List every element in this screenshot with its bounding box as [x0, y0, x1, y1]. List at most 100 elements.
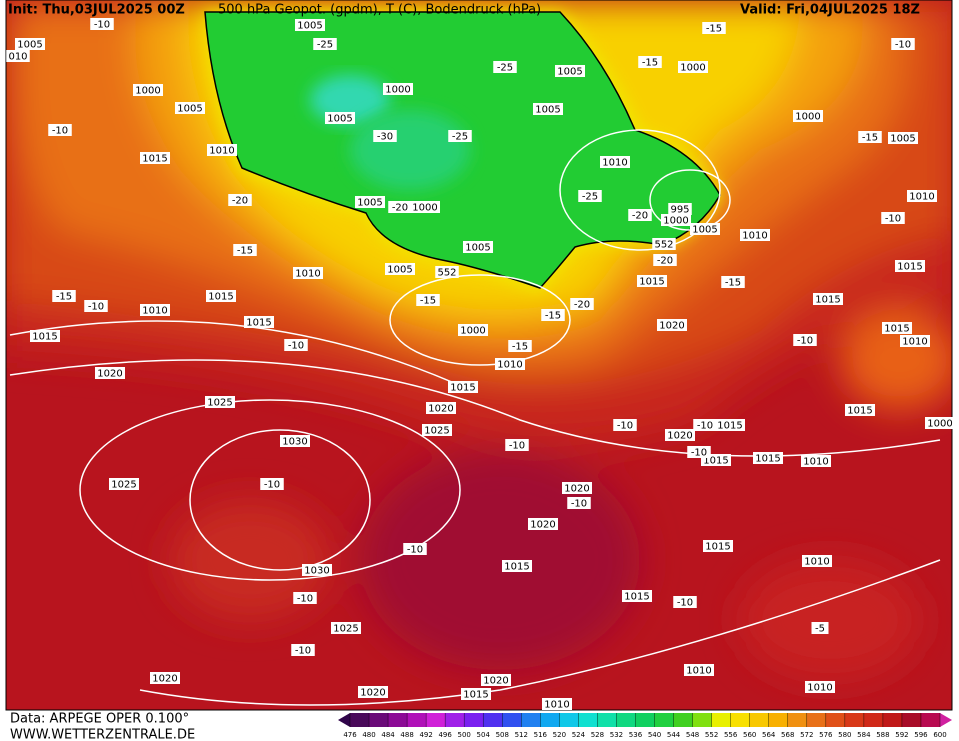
contour-label: -20 — [657, 256, 673, 267]
colorbar-segment — [711, 713, 732, 727]
label-box — [228, 194, 252, 206]
label-box — [570, 298, 594, 310]
label-box — [687, 446, 711, 458]
label-box — [133, 84, 163, 96]
label-box — [95, 367, 125, 379]
colorbar-tick-label: 560 — [743, 731, 756, 739]
label-box — [385, 263, 415, 275]
contour-label: -20 — [632, 211, 648, 222]
colorbar-tick-label: 504 — [477, 731, 491, 739]
contour-label: -10 — [94, 20, 110, 31]
colorbar-segment — [730, 713, 751, 727]
label-box — [84, 300, 108, 312]
colorbar-tick-label: 552 — [705, 731, 718, 739]
contour-label: 1005 — [387, 265, 412, 276]
contour-label: -15 — [420, 296, 436, 307]
label-box — [637, 275, 667, 287]
colorbar-segment — [388, 713, 408, 727]
contour-label: -20 — [392, 203, 408, 214]
contour-label: 1010 — [544, 700, 569, 711]
contour-label: -10 — [797, 336, 813, 347]
colorbar-segment — [920, 713, 941, 727]
colorbar-segment — [350, 713, 370, 727]
colorbar-segment — [635, 713, 656, 727]
contour-label: -5 — [815, 624, 825, 635]
label-box — [567, 497, 591, 509]
label-box — [284, 339, 308, 351]
colorbar-segment — [578, 713, 598, 727]
colorbar-tick-label: 592 — [895, 731, 908, 739]
colorbar-segment — [863, 713, 884, 727]
contour-label: 1020 — [97, 369, 122, 380]
contour-label: 1000 — [135, 86, 160, 97]
label-box — [302, 564, 332, 576]
colorbar-tick-label: 596 — [914, 731, 928, 739]
contour-label: 1005 — [535, 105, 560, 116]
label-box — [140, 152, 170, 164]
contour-label: 1020 — [564, 484, 589, 495]
contour-label: 1005 — [177, 104, 202, 115]
contour-label: 1015 — [504, 562, 529, 573]
colorbar-segment — [654, 713, 675, 727]
contour-label: 1015 — [32, 332, 57, 343]
label-box — [925, 417, 955, 429]
map-frame — [5, 0, 953, 711]
contour-label: 1015 — [142, 154, 167, 165]
contour-label: -10 — [677, 598, 693, 609]
label-box — [458, 324, 488, 336]
label-box — [678, 61, 708, 73]
label-box — [313, 38, 337, 50]
label-box — [508, 340, 532, 352]
contour-label: 1030 — [282, 437, 307, 448]
contour-label: -10 — [264, 480, 280, 491]
colorbar-tick-label: 480 — [362, 731, 375, 739]
label-box — [244, 316, 274, 328]
contour-label: 1015 — [755, 454, 780, 465]
label-box — [410, 201, 440, 213]
label-box — [293, 267, 323, 279]
label-box — [493, 61, 517, 73]
contour-label: -10 — [885, 214, 901, 225]
contour-label: -20 — [574, 300, 590, 311]
colorbar-segment — [407, 713, 427, 727]
colorbar-segment — [806, 713, 827, 727]
label-box — [613, 419, 637, 431]
contour-label: 1015 — [450, 383, 475, 394]
label-box — [422, 424, 452, 436]
label-box — [90, 18, 114, 30]
contour-label: 1005 — [692, 225, 717, 236]
label-box — [638, 56, 662, 68]
label-box — [888, 132, 918, 144]
colorbar-tick-label: 508 — [496, 731, 509, 739]
label-box — [622, 590, 652, 602]
map-field — [6, 0, 952, 710]
colorbar-tick-label: 476 — [343, 731, 357, 739]
colorbar-segment — [521, 713, 541, 727]
contour-label: -10 — [571, 499, 587, 510]
contour-label: 1020 — [667, 431, 692, 442]
colorbar-tick-label: 516 — [534, 731, 548, 739]
label-box — [205, 396, 235, 408]
label-box — [793, 110, 823, 122]
contour-label: -10 — [697, 421, 713, 432]
label-box — [30, 330, 60, 342]
label-box — [881, 212, 905, 224]
contour-label: 1005 — [465, 243, 490, 254]
label-box — [690, 223, 720, 235]
label-box — [206, 290, 236, 302]
contour-label: -25 — [497, 63, 513, 74]
contour-label: 1010 — [804, 557, 829, 568]
contour-label: -25 — [582, 192, 598, 203]
colorbar-tick-label: 488 — [400, 731, 413, 739]
label-box — [542, 698, 572, 710]
colorbar-tick-label: 484 — [381, 731, 395, 739]
label-box — [673, 596, 697, 608]
label-box — [562, 482, 592, 494]
contour-labels: 1005-251005010-1010001005-10101510101005… — [6, 18, 955, 711]
contour-label: 1010 — [686, 666, 711, 677]
label-box — [858, 131, 882, 143]
contour-label: 1015 — [208, 292, 233, 303]
colorbar-tick-label: 496 — [438, 731, 452, 739]
